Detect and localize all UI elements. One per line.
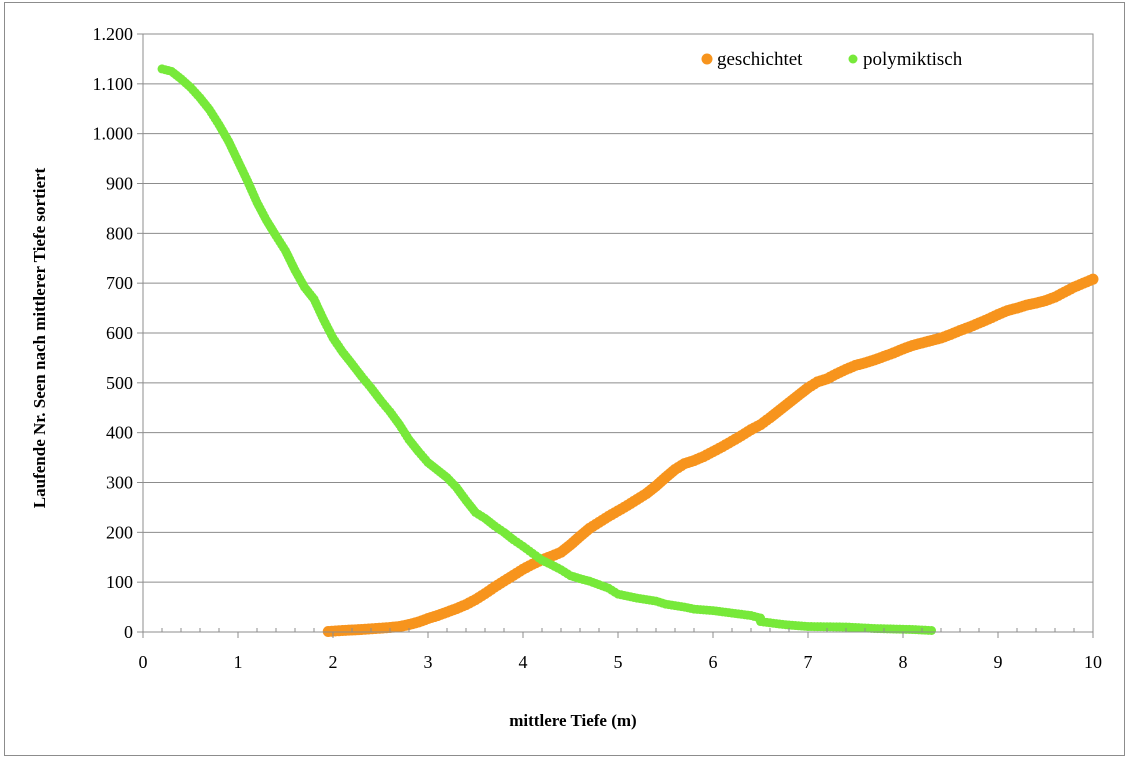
x-tick-label: 4 — [519, 652, 528, 672]
chart-frame: 0 100 200 300 400 500 600 700 800 900 1.000 1.100 1.… — [4, 2, 1125, 756]
x-axis-title: mittlere Tiefe (m) — [509, 711, 636, 730]
geschichtet-point — [1087, 273, 1099, 285]
scatter-chart: 01002003004005006007008009001.0001.1001.… — [30, 24, 1103, 730]
y-tick-label: 100 — [106, 572, 133, 592]
y-tick-label: 1.000 — [93, 124, 134, 144]
data-points — [157, 64, 1099, 638]
y-tick-label: 500 — [106, 373, 133, 393]
x-tick-label: 5 — [614, 652, 623, 672]
x-tick-label: 2 — [329, 652, 338, 672]
x-tick-label: 9 — [994, 652, 1003, 672]
legend: geschichtet polymiktisch — [701, 49, 963, 70]
x-tick-label: 8 — [899, 652, 908, 672]
legend-label: geschichtet — [717, 49, 803, 70]
legend-marker — [701, 53, 713, 65]
y-tick-label: 800 — [106, 223, 133, 243]
y-tick-label: 0 — [124, 622, 133, 642]
y-tick-label: 700 — [106, 273, 133, 293]
y-tick-label: 1.200 — [93, 24, 134, 44]
x-tick-label: 1 — [234, 652, 243, 672]
y-tick-label: 900 — [106, 174, 133, 194]
legend-marker — [848, 54, 858, 64]
y-tick-label: 1.100 — [93, 74, 134, 94]
y-tick-label: 600 — [106, 323, 133, 343]
polymiktisch-point — [927, 626, 936, 636]
x-tick-label: 3 — [424, 652, 433, 672]
y-tick-label: 400 — [106, 423, 133, 443]
x-tick-label: 7 — [804, 652, 813, 672]
y-tick-label: 200 — [106, 522, 133, 542]
y-axis-title: Laufende Nr. Seen nach mittlerer Tiefe s… — [30, 167, 49, 508]
y-tick-label: 300 — [106, 473, 133, 493]
x-tick-label: 6 — [709, 652, 718, 672]
legend-label: polymiktisch — [863, 49, 963, 70]
x-tick-label: 0 — [139, 652, 148, 672]
x-tick-label: 10 — [1084, 652, 1102, 672]
axes: 01002003004005006007008009001.0001.1001.… — [93, 24, 1103, 672]
